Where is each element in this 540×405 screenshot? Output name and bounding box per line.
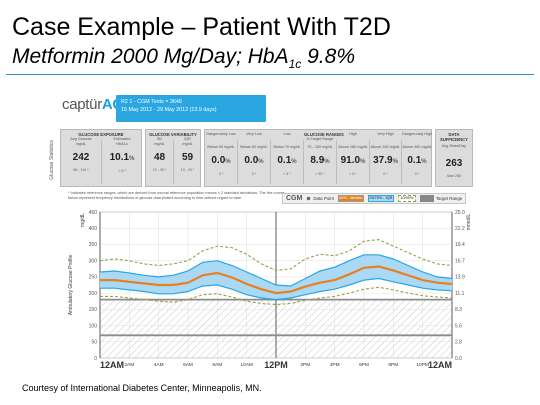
reference-footnote: * Indicates reference ranges, which are … [68, 191, 285, 200]
y-tick-label-left: 300 [89, 258, 98, 264]
y-tick-label-left: 200 [89, 291, 98, 297]
cgm-test-count: R2 1 - CGM Tests = 3648 [121, 99, 182, 105]
y-tick-label-right: 2.8 [455, 340, 462, 346]
y-tick-label-right: 22.2 [455, 226, 465, 232]
legend-target-range[interactable]: Target Range [419, 195, 462, 202]
y-tick-label-right: 16.7 [455, 258, 465, 264]
x-tick-label: 10AM [240, 362, 253, 368]
range-dangerously-low: Dangerously Low Below 50 mg/dL 0.0% 0 * [206, 132, 236, 177]
x-tick-label: 4PM [330, 362, 340, 368]
p90-line [99, 239, 453, 271]
y-tick-label-left: 100 [89, 323, 98, 329]
glucose-ranges-panel: Dangerously Low Below 50 mg/dL 0.0% 0 * … [204, 129, 432, 187]
x-tick-label: 8AM [212, 362, 222, 368]
chart-legend: CGM Data Point 50% - Median 25/75% - IQR… [282, 193, 467, 204]
y-tick-label-left: 250 [89, 275, 98, 281]
slide-title: Case Example – Patient With T2D [12, 13, 391, 41]
y-tick-label-right: 5.6 [455, 323, 462, 329]
estimated-hba1c-stat: Estimated HbA1c 10.1% < 6 * [109, 137, 135, 174]
x-tick-label: 8PM [388, 362, 398, 368]
iqr-stat: IQR mg/dL 59 13 - 29 * [180, 137, 195, 173]
avg-tests-stat: DATA SUFFICIENCY Avg Tests/Day 263 Max 2… [440, 132, 468, 178]
legend-data-point[interactable]: Data Point [306, 196, 334, 201]
report-info-badge[interactable]: R2 1 - CGM Tests = 3648 15 May 2012 - 29… [116, 95, 266, 122]
data-sufficiency-panel: DATA SUFFICIENCY Avg Tests/Day 263 Max 2… [435, 129, 473, 187]
range-high: High Above 180 mg/dL 91.0% < 6 * [338, 132, 368, 177]
y-tick-label-right: 11.1 [455, 291, 465, 297]
legend-iqr[interactable]: 25/75% - IQR [367, 195, 394, 202]
x-tick-label: 12AM [100, 360, 124, 370]
glucose-variability-panel: GLUCOSE VARIABILITY SD mg/dL 48 10 - 26 … [145, 129, 201, 187]
divider [303, 140, 304, 184]
y-tick-label-right: 25.0 [455, 210, 465, 216]
x-tick-label: 6AM [183, 362, 193, 368]
divider [173, 140, 174, 184]
y-tick-label-left: 400 [89, 226, 98, 232]
y-axis-label-right: mmol/L [466, 214, 472, 231]
legend-p10-90[interactable]: 10/90% [397, 195, 416, 202]
target-range-swatch [419, 195, 434, 202]
x-tick-label: 6PM [359, 362, 369, 368]
p25-line [100, 277, 453, 301]
glucose-variability-header: GLUCOSE VARIABILITY [149, 132, 197, 137]
x-tick-label: 10PM [416, 362, 429, 368]
divider [336, 140, 337, 184]
data-point-icon [307, 196, 311, 201]
glucose-statistics-label: Glucose Statistics [49, 140, 55, 180]
p10-line [100, 286, 453, 306]
title-divider [6, 74, 534, 75]
ambulatory-glucose-profile-chart: 0 0.0 50 2.8 100 5.6 150 8.3 200 11.1 250 13.9 300 16… [68, 210, 472, 370]
x-tick-label: 2AM [124, 362, 134, 368]
range-in-target: GLUCOSE RANGES In Target Range 70 - 180 … [304, 132, 344, 177]
avg-glucose-stat: Avg Glucose mg/dL 242 88 - 116 * [70, 137, 92, 173]
p75-line [99, 254, 453, 287]
slide-subtitle: Metformin 2000 Mg/Day; HbA1c 9.8% [12, 45, 355, 72]
footer-credit: Courtesy of International Diabetes Cente… [22, 383, 262, 393]
range-very-low: Very Low Below 60 mg/dL 0.0% 0 * [240, 132, 268, 177]
x-tick-label: 12AM [428, 360, 452, 370]
range-low: Low Below 70 mg/dL 0.1% < 4 * [273, 132, 301, 177]
y-tick-label-left: 350 [89, 242, 98, 248]
report-date-range: 15 May 2012 - 29 May 2012 (13.9 days) [121, 107, 217, 113]
agp-report: captürAGP® R2 1 - CGM Tests = 3648 15 Ma… [49, 90, 478, 382]
divider [237, 140, 238, 184]
sd-stat: SD mg/dL 48 10 - 26 * [152, 137, 167, 173]
divider [401, 140, 402, 184]
x-tick-label: 2PM [300, 362, 310, 368]
y-tick-label-right: 13.9 [455, 275, 465, 281]
y-tick-label-left: 50 [91, 340, 97, 346]
y-tick-label-left: 450 [89, 210, 98, 216]
y-tick-label-right: 0.0 [455, 356, 462, 362]
glucose-exposure-header: GLUCOSE EXPOSURE [78, 132, 124, 137]
divider [101, 140, 102, 184]
legend-median[interactable]: 50% - Median [337, 195, 364, 202]
range-very-high: Very High Above 250 mg/dL 37.9% 0 * [370, 132, 401, 177]
x-tick-label: 12PM [264, 360, 288, 370]
divider [369, 140, 370, 184]
y-tick-label-right: 8.3 [455, 307, 462, 313]
legend-cgm-label: CGM [286, 195, 303, 202]
range-dangerously-high: Dangerously High Above 400 mg/dL 0.1% 0 … [402, 132, 433, 177]
iqr-band [100, 254, 452, 300]
y-axis-label-left: mg/dL [80, 213, 86, 227]
glucose-exposure-panel: GLUCOSE EXPOSURE Avg Glucose mg/dL 242 8… [60, 129, 142, 187]
median-line [100, 265, 453, 295]
y-tick-label-left: 150 [89, 307, 98, 313]
y-tick-label-right: 19.4 [455, 242, 465, 248]
divider [270, 140, 271, 184]
x-tick-label: 4AM [154, 362, 164, 368]
y-tick-label-left: 0 [94, 356, 97, 362]
chart-side-label: Ambulatory Glucose Profile [68, 254, 74, 315]
